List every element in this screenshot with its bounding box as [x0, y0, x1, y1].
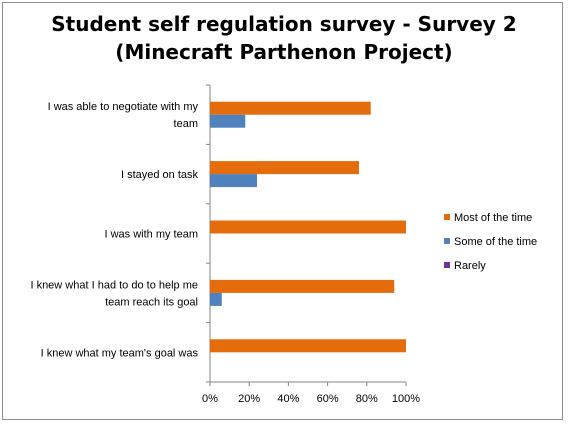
- category-label-line: I knew what I had to do to help me: [30, 279, 198, 291]
- chart-title-line2: (Minecraft Parthenon Project): [115, 40, 453, 64]
- bar-some-of-the-time: [210, 174, 258, 188]
- bar-some-of-the-time: [210, 114, 246, 128]
- category-label-line: I was with my team: [104, 229, 198, 241]
- category-label: I was with my team: [104, 229, 198, 241]
- bar-most-of-the-time: [210, 339, 406, 353]
- legend-swatch: [444, 262, 450, 268]
- legend-label: Rarely: [454, 260, 486, 272]
- category-label-line: team reach its goal: [105, 296, 198, 308]
- legend-swatch: [444, 214, 450, 220]
- x-tick-label: 100%: [392, 393, 420, 405]
- chart-title-line1: Student self regulation survey - Survey …: [51, 12, 517, 36]
- category-label: I knew what my team's goal was: [41, 347, 199, 359]
- category-label: I knew what I had to do to help me team r…: [30, 279, 198, 308]
- category-label-line: team: [174, 118, 198, 130]
- category-label-line: I was able to negotiate with my: [48, 101, 199, 113]
- chart-title: Student self regulation survey - Survey …: [0, 10, 568, 66]
- x-tick-label: 0%: [202, 393, 218, 405]
- legend-swatch: [444, 238, 450, 244]
- category-label-line: I stayed on task: [121, 169, 199, 181]
- bar-most-of-the-time: [210, 161, 359, 175]
- x-tick-label: 20%: [238, 393, 260, 405]
- bar-most-of-the-time: [210, 220, 406, 234]
- bar-most-of-the-time: [210, 279, 395, 293]
- legend-label: Some of the time: [454, 236, 537, 248]
- legend-label: Most of the time: [454, 212, 532, 224]
- bar-some-of-the-time: [210, 292, 222, 306]
- x-tick-label: 40%: [277, 393, 299, 405]
- x-tick-label: 80%: [356, 393, 378, 405]
- category-label-line: I knew what my team's goal was: [41, 347, 199, 359]
- category-label: I stayed on task: [121, 169, 199, 181]
- category-label: I was able to negotiate with my team: [48, 101, 199, 130]
- x-tick-label: 60%: [317, 393, 339, 405]
- bar-most-of-the-time: [210, 101, 371, 115]
